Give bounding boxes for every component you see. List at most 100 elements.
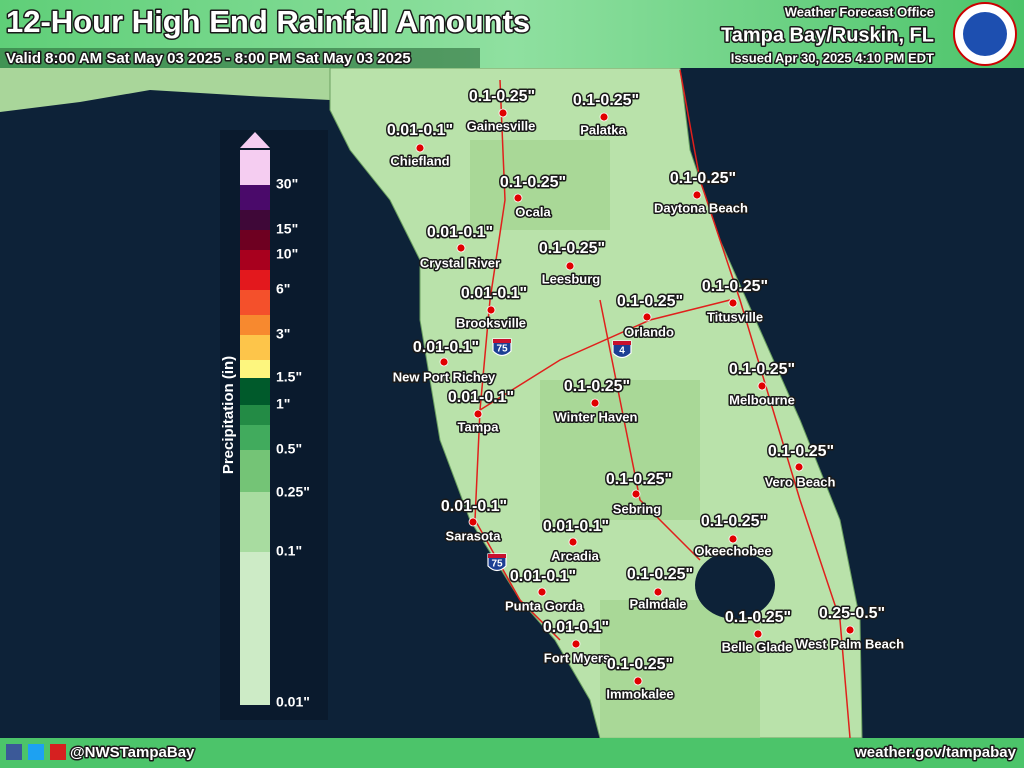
city-name: New Port Richey [393, 369, 496, 384]
legend-swatch [240, 150, 270, 185]
rainfall-amount: 0.01-0.1" [543, 518, 609, 535]
interstate-number: 75 [491, 559, 503, 570]
city-dot [633, 676, 643, 686]
rainfall-amount: 0.1-0.25" [606, 471, 672, 488]
rainfall-amount: 0.1-0.25" [627, 566, 693, 583]
city-name: Belle Glade [722, 639, 793, 654]
location: Tampa Bay/Ruskin, FL [721, 24, 934, 46]
lake-okeechobee [695, 551, 775, 619]
legend-title: Precipitation (in) [220, 356, 237, 474]
city-dot [728, 298, 738, 308]
city-dot [468, 517, 478, 527]
interstate-number: 4 [619, 346, 625, 357]
city-name: Fort Myers [544, 650, 610, 665]
legend-label: 6" [276, 281, 290, 297]
valid-time: Valid 8:00 AM Sat May 03 2025 - 8:00 PM … [6, 50, 411, 67]
city-name: Palmdale [629, 596, 686, 611]
city-name: Crystal River [420, 255, 500, 270]
city-dot [757, 381, 767, 391]
legend-label: 30" [276, 176, 298, 192]
legend-swatch [240, 335, 270, 360]
rainfall-amount: 0.01-0.1" [413, 339, 479, 356]
city-name: Sebring [613, 501, 661, 516]
city-name: Vero Beach [765, 474, 836, 489]
city-dot [753, 629, 763, 639]
city-dot [794, 462, 804, 472]
city-name: Immokalee [606, 686, 673, 701]
legend-swatch [240, 185, 270, 210]
city-name: Leesburg [542, 271, 601, 286]
legend-swatch [240, 290, 270, 315]
interstate-shield [612, 340, 632, 359]
city-name: Chiefland [390, 153, 449, 168]
legend-swatch [240, 270, 270, 290]
rainfall-amount: 0.01-0.1" [543, 619, 609, 636]
rainfall-amount: 0.1-0.25" [500, 174, 566, 191]
city-dot [537, 587, 547, 597]
city-dot [845, 625, 855, 635]
interstate-number: 75 [496, 344, 508, 355]
legend-swatch [240, 230, 270, 250]
legend-label: 1" [276, 396, 290, 412]
rainfall-amount: 0.25-0.5" [819, 605, 885, 622]
rainfall-amount: 0.1-0.25" [617, 293, 683, 310]
facebook-icon [6, 744, 22, 760]
city-dot [642, 312, 652, 322]
rainfall-amount: 0.1-0.25" [729, 361, 795, 378]
city-name: Okeechobee [694, 543, 771, 558]
issued: Issued Apr 30, 2025 4:10 PM EDT [731, 50, 934, 65]
city-name: Punta Gorda [505, 598, 584, 613]
valid-band [0, 48, 480, 68]
office: Weather Forecast Office [785, 4, 934, 19]
legend-swatch [240, 378, 270, 405]
city-name: Arcadia [551, 548, 599, 563]
city-name: Titusville [707, 309, 763, 324]
legend-swatch [240, 250, 270, 270]
legend-swatch [240, 210, 270, 230]
rainfall-amount: 0.1-0.25" [469, 88, 535, 105]
city-dot [513, 193, 523, 203]
city-name: Ocala [515, 204, 551, 219]
footer-handle: @NWSTampaBay [70, 744, 195, 761]
rainfall-amount: 0.01-0.1" [441, 498, 507, 515]
legend-arrow [240, 132, 270, 148]
youtube-icon [50, 744, 66, 760]
footer-url: weather.gov/tampabay [854, 744, 1017, 761]
city-name: Tampa [458, 419, 500, 434]
rainfall-amount: 0.1-0.25" [725, 609, 791, 626]
rainfall-amount: 0.1-0.25" [539, 240, 605, 257]
legend-label: 0.25" [276, 484, 310, 500]
city-name: Melbourne [729, 392, 795, 407]
city-name: Orlando [624, 324, 674, 339]
city-dot [571, 639, 581, 649]
legend-swatch [240, 315, 270, 335]
interstate-shield-top [493, 339, 511, 343]
city-dot [473, 409, 483, 419]
rainfall-amount: 0.01-0.1" [387, 122, 453, 139]
legend-label: 15" [276, 221, 298, 237]
shields: 75 4 75 [487, 338, 632, 572]
city-dot [599, 112, 609, 122]
title: 12-Hour High End Rainfall Amounts [6, 4, 530, 39]
city-dot [692, 190, 702, 200]
city-dot [565, 261, 575, 271]
rainfall-amount: 0.01-0.1" [427, 224, 493, 241]
rainfall-amount: 0.1-0.25" [564, 378, 630, 395]
city-dot [631, 489, 641, 499]
city-dot [498, 108, 508, 118]
rainfall-amount: 0.1-0.25" [607, 656, 673, 673]
legend-label: 1.5" [276, 369, 302, 385]
city-dot [439, 357, 449, 367]
city-name: Brooksville [456, 315, 526, 330]
rainfall-amount: 0.1-0.25" [701, 513, 767, 530]
rainfall-amount: 0.1-0.25" [670, 170, 736, 187]
interstate-shield-top [613, 341, 631, 345]
nws-logo-inner [963, 12, 1007, 56]
rainfall-amount: 0.1-0.25" [573, 92, 639, 109]
city-name: West Palm Beach [796, 636, 904, 651]
legend-label: 0.1" [276, 543, 302, 559]
rainfall-amount: 0.1-0.25" [768, 443, 834, 460]
legend-swatch [240, 450, 270, 492]
legend-swatch [240, 405, 270, 425]
